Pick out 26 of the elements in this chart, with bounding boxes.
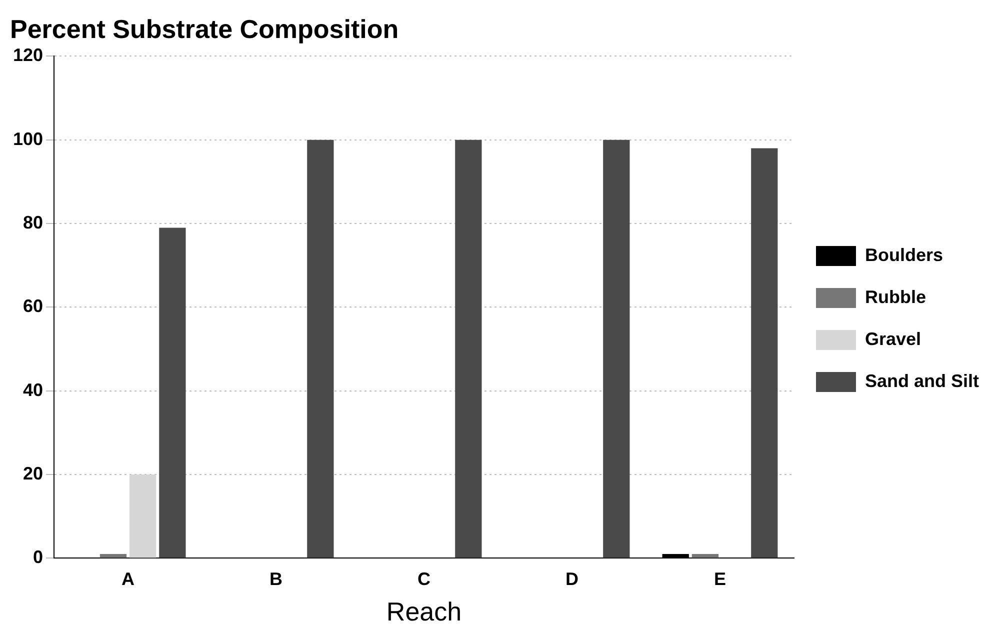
legend-label: Sand and Silt [864, 370, 980, 391]
legend-label: Boulders [864, 244, 944, 265]
x-tick-label: E [714, 568, 726, 589]
bar [100, 554, 127, 558]
x-tick-label: C [418, 568, 431, 589]
y-tick-label: 0 [33, 547, 44, 568]
bar [751, 148, 778, 558]
legend-label: Rubble [864, 286, 926, 307]
x-tick-label: A [122, 568, 135, 589]
bar [159, 228, 186, 558]
bar [603, 140, 630, 558]
y-tick-label: 100 [12, 128, 44, 149]
x-tick-label: D [566, 568, 578, 589]
chart-title: Percent Substrate Composition [10, 14, 399, 44]
y-tick-label: 60 [23, 296, 44, 316]
bar [455, 140, 482, 558]
x-tick-label: B [270, 568, 283, 589]
bar [130, 474, 156, 558]
y-tick-label: 120 [12, 45, 44, 66]
bar [307, 140, 334, 558]
bar [692, 554, 719, 558]
y-tick-label: 40 [23, 380, 44, 400]
x-axis-title: Reach [386, 596, 462, 627]
y-tick-label: 80 [23, 212, 44, 232]
y-tick-label: 20 [23, 464, 44, 484]
legend-label: Gravel [864, 328, 922, 349]
